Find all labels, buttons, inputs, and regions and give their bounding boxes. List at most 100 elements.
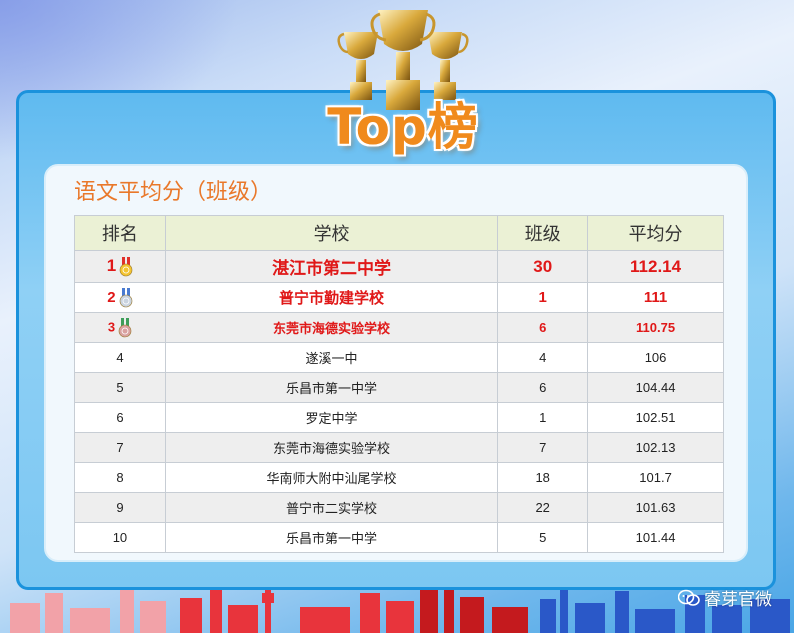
bronze-medal-icon [118, 317, 132, 337]
school-cell: 湛江市第二中学 [164, 250, 499, 283]
average-cell: 112.14 [587, 250, 724, 283]
class-cell: 6 [497, 312, 589, 343]
school-cell: 东莞市海德实验学校 [164, 312, 499, 343]
rank-text: 6 [116, 410, 124, 425]
table-row: 10 乐昌市第一中学 5 101.44 [74, 522, 724, 553]
class-text: 4 [539, 350, 547, 365]
average-text: 106 [644, 350, 667, 365]
class-text: 1 [539, 410, 547, 425]
school-cell: 乐昌市第一中学 [164, 372, 499, 403]
class-text: 1 [538, 289, 547, 306]
watermark: 睿芽官微 [678, 585, 772, 610]
average-cell: 102.13 [587, 432, 724, 463]
rank-cell: 9 [74, 492, 166, 523]
average-text: 104.44 [635, 380, 676, 395]
school-text: 华南师大附中汕尾学校 [266, 471, 397, 486]
rank-text: 8 [116, 470, 124, 485]
class-cell: 7 [497, 432, 589, 463]
class-cell: 1 [497, 282, 589, 313]
average-cell: 110.75 [587, 312, 724, 343]
rank-text: 3 [107, 318, 116, 334]
average-cell: 101.7 [587, 462, 724, 493]
rank-text: 1 [106, 256, 117, 276]
rank-cell: 6 [74, 402, 166, 433]
school-cell: 华南师大附中汕尾学校 [164, 462, 499, 493]
class-cell: 30 [497, 250, 589, 283]
school-text: 乐昌市第一中学 [286, 381, 378, 396]
school-text: 罗定中学 [305, 411, 358, 426]
class-text: 18 [535, 470, 550, 485]
school-cell: 遂溪一中 [164, 342, 499, 373]
class-cell: 6 [497, 372, 589, 403]
rank-cell: 8 [74, 462, 166, 493]
rank-text: 9 [116, 500, 124, 515]
school-text: 乐昌市第一中学 [286, 531, 378, 546]
average-text: 111 [643, 289, 668, 306]
school-cell: 乐昌市第一中学 [164, 522, 499, 553]
rank-text: 7 [116, 440, 124, 455]
average-cell: 101.63 [587, 492, 724, 523]
average-text: 101.44 [635, 530, 676, 545]
average-cell: 111 [587, 282, 724, 313]
class-cell: 4 [497, 342, 589, 373]
rank-cell: 10 [74, 522, 166, 553]
class-text: 30 [533, 256, 553, 276]
table-row: 6 罗定中学 1 102.51 [74, 402, 724, 433]
table-row: 2 普宁市勤建学校 1 111 [74, 282, 724, 313]
school-text: 湛江市第二中学 [272, 259, 392, 278]
average-text: 101.63 [635, 500, 676, 515]
class-cell: 18 [497, 462, 589, 493]
table-header-row: 排名 学校 班级 平均分 [74, 215, 724, 251]
silver-medal-icon [119, 287, 132, 307]
average-text: 102.51 [635, 410, 676, 425]
rank-text: 2 [107, 288, 116, 306]
class-text: 6 [539, 320, 547, 335]
table-row: 8 华南师大附中汕尾学校 18 101.7 [74, 462, 724, 493]
school-text: 遂溪一中 [305, 351, 358, 366]
rank-cell: 2 [74, 282, 166, 313]
column-header-school: 学校 [164, 215, 499, 251]
rank-cell: 5 [74, 372, 166, 403]
rank-text: 10 [112, 530, 128, 545]
school-text: 普宁市勤建学校 [279, 290, 385, 307]
school-cell: 普宁市二实学校 [164, 492, 499, 523]
class-text: 6 [539, 380, 547, 395]
rank-cell: 3 [74, 312, 166, 343]
page-title: Top榜 [327, 98, 479, 156]
watermark-text: 睿芽官微 [704, 590, 772, 610]
rank-text: 5 [116, 380, 124, 395]
average-cell: 102.51 [587, 402, 724, 433]
school-cell: 普宁市勤建学校 [164, 282, 499, 313]
table-row: 1 湛江市第二中学 30 112.14 [74, 250, 724, 283]
class-text: 7 [539, 440, 547, 455]
school-text: 东莞市海德实验学校 [273, 441, 391, 456]
table-row: 9 普宁市二实学校 22 101.63 [74, 492, 724, 523]
table-row: 4 遂溪一中 4 106 [74, 342, 724, 373]
school-text: 东莞市海德实验学校 [273, 321, 391, 336]
wechat-icon [678, 589, 700, 606]
rank-text: 4 [116, 350, 124, 365]
ranking-table: 排名 学校 班级 平均分 1 湛江市第二中学 30 112.14 2 普宁市勤建学校 1 11… [74, 215, 724, 553]
average-text: 102.13 [635, 440, 676, 455]
average-text: 101.7 [639, 470, 672, 485]
rank-cell: 7 [74, 432, 166, 463]
column-header-rank: 排名 [74, 215, 166, 251]
average-text: 112.14 [630, 256, 682, 276]
class-text: 5 [539, 530, 547, 545]
class-text: 22 [535, 500, 550, 515]
school-cell: 罗定中学 [164, 402, 499, 433]
school-cell: 东莞市海德实验学校 [164, 432, 499, 463]
average-cell: 101.44 [587, 522, 724, 553]
average-cell: 104.44 [587, 372, 724, 403]
column-header-class: 班级 [497, 215, 589, 251]
class-cell: 1 [497, 402, 589, 433]
average-cell: 106 [587, 342, 724, 373]
class-cell: 22 [497, 492, 589, 523]
school-text: 普宁市二实学校 [286, 501, 378, 516]
gold-medal-icon [119, 256, 133, 277]
table-row: 7 东莞市海德实验学校 7 102.13 [74, 432, 724, 463]
average-text: 110.75 [636, 320, 676, 335]
rank-cell: 4 [74, 342, 166, 373]
trophy-icon [337, 10, 469, 110]
class-cell: 5 [497, 522, 589, 553]
